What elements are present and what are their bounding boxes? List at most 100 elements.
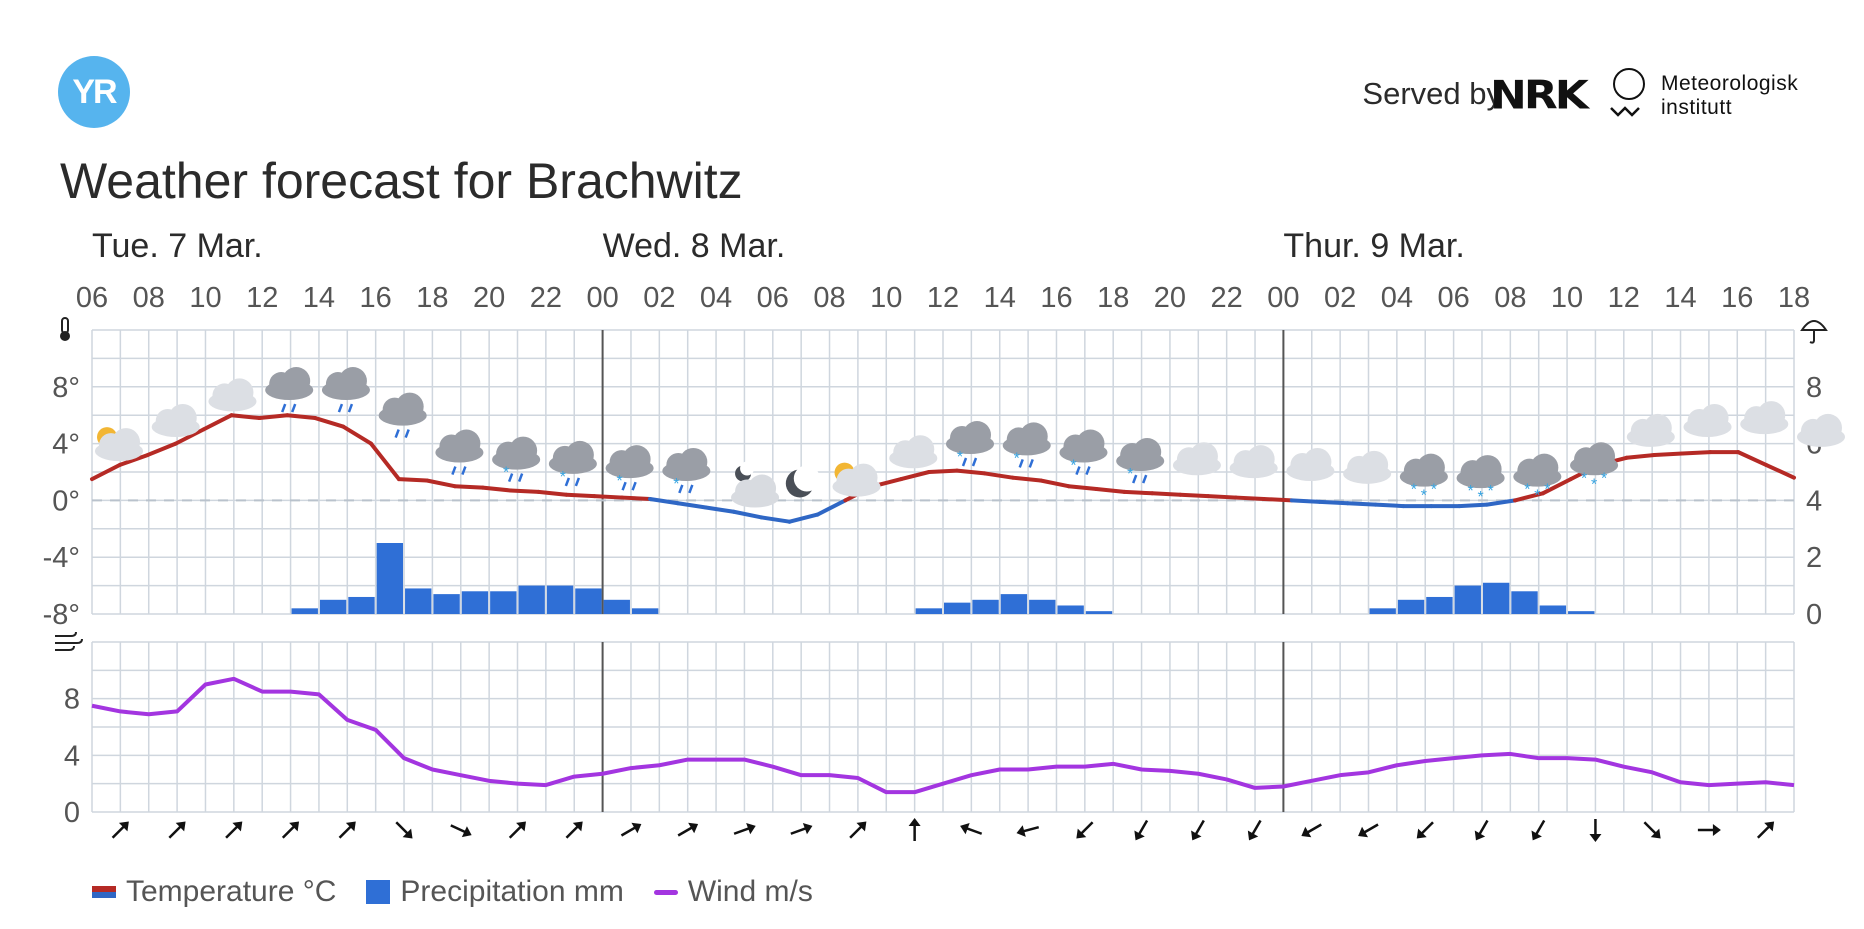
yr-logo[interactable]: YR	[58, 56, 130, 128]
hour-tick-label: 02	[1324, 282, 1356, 314]
raindrop	[1085, 466, 1091, 475]
cloud-puff	[679, 447, 708, 476]
precipitation-bar	[575, 588, 602, 614]
wind-arrow-icon	[1697, 824, 1721, 836]
met-logo-icon	[1613, 68, 1645, 100]
thermometer-bulb	[60, 331, 70, 341]
weather-symbol-cloudy	[1797, 413, 1845, 447]
temperature-segment	[536, 489, 569, 497]
hour-tick-label: 20	[473, 282, 505, 314]
temperature-segment	[369, 441, 401, 482]
cloud-puff	[565, 440, 594, 469]
arrow-head	[572, 821, 583, 832]
snowflake: *	[616, 473, 622, 490]
temperature-segment	[1485, 498, 1517, 507]
hour-tick-label: 06	[76, 282, 108, 314]
cloud-puff	[168, 403, 197, 432]
temperature-segment	[424, 478, 457, 489]
raindrop	[574, 477, 581, 487]
temperature-segment	[1345, 501, 1378, 507]
weather-symbol-cloudy	[151, 403, 200, 437]
arrow-head	[1650, 828, 1661, 839]
temperature-segment	[899, 470, 932, 482]
hour-tick-label: 16	[360, 282, 392, 314]
weather-symbol-clear-night	[785, 465, 820, 498]
raindrop	[961, 457, 968, 467]
cloud-puff	[906, 435, 935, 464]
temperature-swatch	[92, 886, 116, 898]
arrow-head	[461, 826, 472, 838]
hour-tick-label: 10	[1551, 282, 1583, 314]
wind-arrow-icon	[908, 818, 921, 841]
precipitation-bar	[291, 608, 318, 614]
precipitation-bar	[518, 585, 545, 614]
precipitation-bar	[631, 608, 659, 614]
cloud-puff	[1246, 445, 1275, 474]
nrk-logo[interactable]: NRK	[1490, 72, 1589, 119]
thermometer-icon	[60, 317, 70, 341]
cloud-puff	[1303, 447, 1332, 476]
wind-arrow-icon	[733, 822, 756, 835]
arrow-head	[1016, 825, 1026, 837]
weather-symbol-snow: * * *	[1513, 453, 1562, 505]
umbrella-handle	[1809, 330, 1815, 344]
legend-label: Precipitation mm	[400, 875, 624, 908]
precipitation-bar	[490, 591, 517, 614]
arrow-head	[1712, 824, 1721, 836]
temperature-segment	[1624, 452, 1657, 460]
wind-arrow-icon	[1474, 819, 1489, 841]
snowflake: *	[1467, 483, 1473, 500]
wind-arrow-icon	[395, 821, 413, 839]
precipitation-swatch	[366, 880, 391, 904]
arrow-head	[1764, 821, 1775, 832]
snowflake: *	[1070, 458, 1076, 475]
cloud-puff	[1643, 413, 1672, 442]
wind-arrow-icon	[790, 822, 813, 835]
precipitation-bar	[1000, 594, 1028, 614]
raindrop	[347, 403, 354, 413]
weather-symbol-cloudy	[1172, 442, 1221, 476]
weather-symbol-sleet: *	[662, 447, 711, 494]
precipitation-bar	[546, 585, 574, 614]
wind-tick-label: 4	[64, 740, 80, 772]
weather-symbol-sleet: *	[605, 445, 654, 491]
temperature-segment	[1289, 498, 1322, 504]
precipitation-bar	[461, 591, 489, 614]
wind-arrow-icon	[1191, 819, 1205, 841]
precipitation-bar	[1397, 599, 1425, 614]
weather-symbol-sleet: *	[946, 421, 994, 467]
cloud-puff	[1076, 429, 1105, 458]
weather-symbol-sleet: *	[548, 440, 597, 487]
wind-tick-label: 8	[64, 684, 80, 716]
temperature-segment	[1764, 462, 1796, 480]
cloud-puff	[395, 392, 424, 421]
temperature-segment	[452, 484, 485, 490]
wind-stroke	[55, 631, 77, 637]
served-by-label: Served by	[1362, 76, 1502, 111]
raindrop	[1142, 474, 1148, 484]
thermometer-stem	[61, 317, 69, 334]
snowflake: *	[1591, 476, 1597, 493]
arrow-head	[802, 822, 813, 835]
page-title: Weather forecast for Brachwitz	[60, 153, 743, 209]
temperature-segment	[1652, 451, 1685, 457]
wind-arrow-icon	[508, 821, 526, 839]
weather-symbol-cloudy	[1626, 413, 1675, 447]
precipitation-bar	[1511, 591, 1538, 614]
wind-arrow-icon	[1076, 821, 1094, 839]
arrow-head	[516, 821, 526, 832]
hour-tick-label: 04	[700, 282, 732, 314]
hour-tick-label: 16	[1040, 282, 1072, 314]
raindrop	[621, 481, 627, 491]
wind-arrow-icon	[1531, 819, 1546, 841]
raindrop	[1075, 466, 1081, 475]
precipitation-bar	[433, 594, 460, 614]
precipitation-bar	[348, 596, 375, 614]
cloud-puff	[1019, 422, 1048, 451]
wind-tick-label: 0	[64, 797, 80, 829]
temperature-segment	[1261, 496, 1294, 503]
precipitation-bar	[1057, 605, 1084, 614]
temperature-segment	[982, 471, 1015, 480]
met-wave-icon	[1610, 106, 1640, 117]
arrow-head	[1076, 828, 1087, 839]
